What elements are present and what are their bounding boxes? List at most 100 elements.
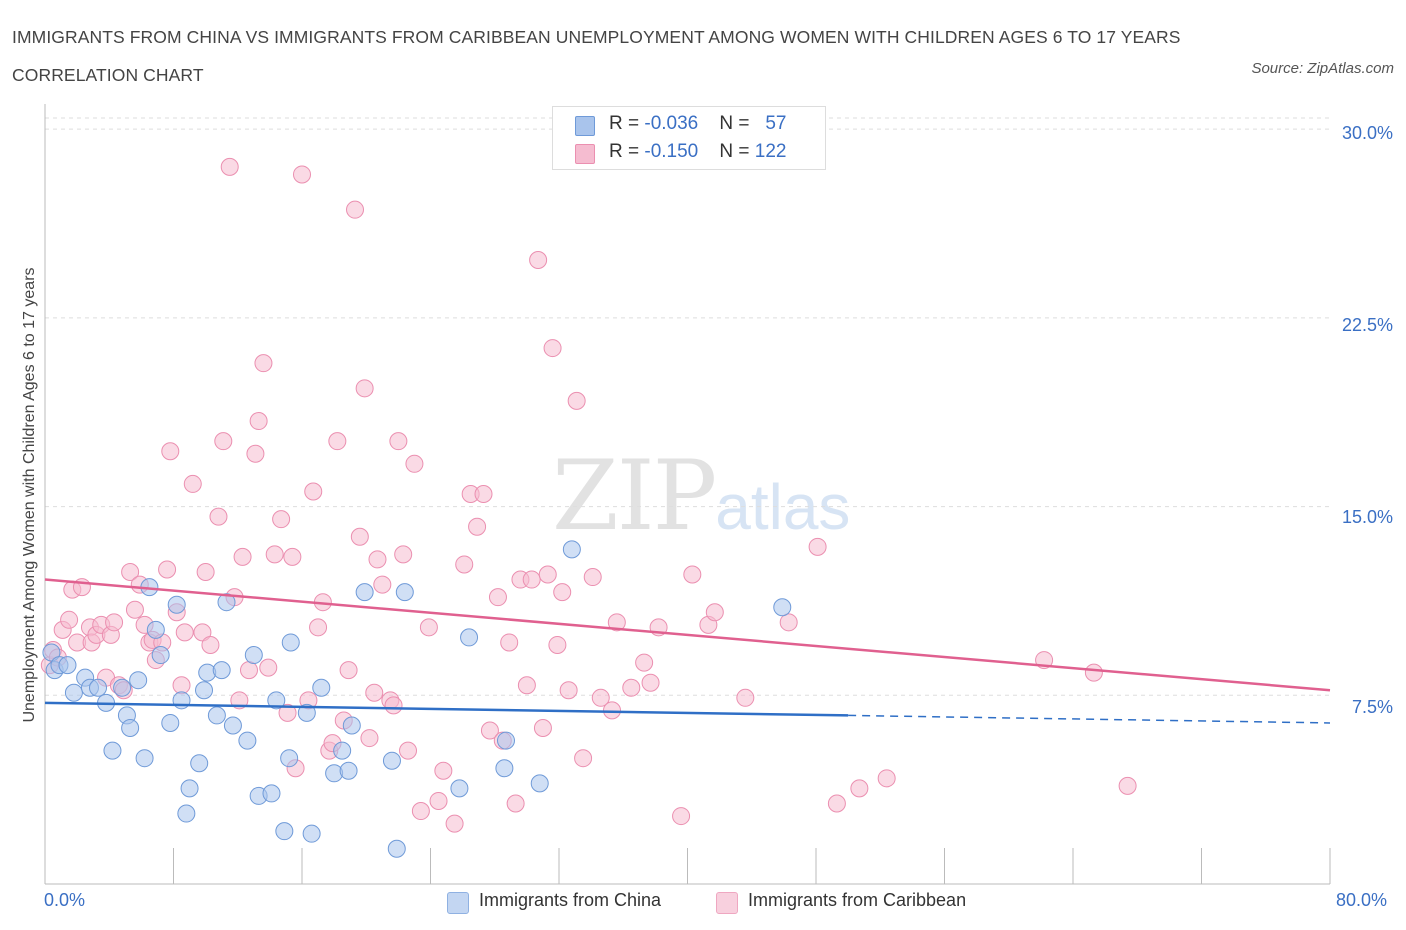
china-point-3 — [58, 656, 77, 675]
caribbean-point-114 — [827, 794, 846, 813]
china-point-26 — [207, 706, 226, 725]
x-tick-label-max: 80.0% — [1336, 890, 1388, 910]
bottom-china-swatch — [447, 892, 469, 914]
series-china — [42, 540, 792, 858]
caribbean-point-112 — [779, 613, 798, 632]
china-point-7 — [89, 678, 108, 697]
caribbean-point-59 — [339, 661, 358, 680]
china-point-37 — [281, 633, 300, 652]
caribbean-point-97 — [567, 391, 586, 410]
caribbean-point-45 — [265, 545, 284, 564]
caribbean-point-111 — [736, 688, 755, 707]
china-point-36 — [280, 749, 299, 768]
china-point-29 — [223, 716, 242, 735]
china-point-21 — [177, 804, 196, 823]
china-point-43 — [339, 761, 358, 780]
caribbean-point-100 — [591, 688, 610, 707]
caribbean-point-26 — [161, 442, 180, 461]
caribbean-n-label: N = — [719, 141, 755, 162]
china-point-10 — [113, 678, 132, 697]
china-point-16 — [146, 620, 165, 639]
caribbean-point-83 — [488, 588, 507, 607]
caribbean-point-104 — [635, 653, 654, 672]
china-point-18 — [161, 713, 180, 732]
caribbean-point-41 — [246, 444, 265, 463]
caribbean-point-102 — [607, 613, 626, 632]
caribbean-point-92 — [538, 565, 557, 584]
caribbean-point-86 — [506, 794, 525, 813]
caribbean-swatch — [575, 144, 595, 164]
caribbean-point-62 — [355, 379, 374, 398]
y-tick-label-22-5: 22.5% — [1341, 315, 1393, 335]
bottom-caribbean-swatch — [716, 892, 738, 914]
china-point-31 — [244, 646, 263, 665]
caribbean-point-33 — [201, 635, 220, 654]
bottom-caribbean-label: Immigrants from Caribbean — [748, 890, 967, 910]
trend-lines — [44, 578, 1331, 724]
caribbean-point-115 — [850, 779, 869, 798]
caribbean-point-105 — [641, 673, 660, 692]
caribbean-point-17 — [121, 563, 140, 581]
source-label: Source: ZipAtlas.com — [1251, 60, 1394, 77]
caribbean-point-48 — [283, 547, 302, 566]
caribbean-point-60 — [346, 200, 365, 219]
caribbean-point-30 — [183, 474, 202, 493]
caribbean-point-93 — [543, 339, 562, 358]
watermark: ZIPatlas — [552, 440, 850, 552]
china-point-0 — [42, 643, 61, 662]
caribbean-point-64 — [365, 683, 384, 702]
caribbean-point-78 — [455, 555, 474, 574]
china-n-value: 57 — [765, 113, 787, 134]
correlation-legend: R = -0.036 N = 57 R = -0.150 N = 122 — [552, 106, 826, 170]
caribbean-point-52 — [304, 482, 323, 501]
caribbean-point-81 — [474, 485, 493, 503]
china-swatch — [575, 116, 595, 136]
y-tick-label-7-5: 7.5% — [1351, 697, 1393, 717]
caribbean-point-72 — [405, 454, 424, 473]
china-point-23 — [190, 754, 209, 773]
caribbean-point-31 — [193, 623, 212, 642]
caribbean-point-94 — [548, 635, 567, 654]
caribbean-point-73 — [411, 802, 430, 821]
china-point-19 — [167, 595, 186, 614]
caribbean-point-69 — [389, 432, 408, 451]
caribbean-point-68 — [384, 696, 403, 715]
china-point-49 — [450, 779, 469, 798]
caribbean-point-35 — [214, 432, 233, 451]
caribbean-point-77 — [445, 814, 464, 833]
caribbean-point-25 — [158, 560, 177, 579]
caribbean-r-value: -0.150 — [644, 141, 699, 162]
caribbean-point-74 — [419, 618, 438, 637]
china-point-52 — [496, 731, 515, 750]
y-tick-label-30: 30.0% — [1341, 123, 1393, 143]
caribbean-point-76 — [434, 761, 453, 780]
caribbean-point-107 — [672, 807, 691, 826]
caribbean-point-66 — [373, 575, 392, 594]
china-point-33 — [262, 784, 281, 803]
china-point-14 — [135, 749, 154, 768]
china-point-22 — [180, 779, 199, 798]
china-trend-extension — [848, 714, 1331, 724]
china-point-51 — [495, 759, 514, 778]
caribbean-point-90 — [529, 251, 548, 269]
y-tick-label-15: 15.0% — [1341, 507, 1393, 527]
watermark-zip: ZIP — [552, 440, 717, 552]
caribbean-point-85 — [500, 633, 519, 652]
china-point-39 — [302, 824, 321, 843]
caribbean-point-88 — [517, 676, 536, 695]
caribbean-n-value: 122 — [754, 141, 787, 162]
caribbean-point-96 — [559, 681, 578, 700]
caribbean-point-113 — [808, 537, 827, 556]
caribbean-point-119 — [1118, 776, 1137, 795]
caribbean-point-4 — [60, 610, 79, 629]
series-caribbean — [40, 157, 1137, 833]
china-point-38 — [297, 703, 316, 722]
caribbean-point-65 — [368, 550, 387, 569]
grid-lines — [45, 117, 1330, 696]
caribbean-point-46 — [272, 510, 291, 529]
china-point-48 — [395, 583, 414, 602]
caribbean-point-70 — [394, 545, 413, 564]
chart-title: IMMIGRANTS FROM CHINA VS IMMIGRANTS FROM… — [12, 27, 1181, 85]
caribbean-point-91 — [533, 719, 552, 737]
caribbean-point-116 — [877, 769, 896, 788]
